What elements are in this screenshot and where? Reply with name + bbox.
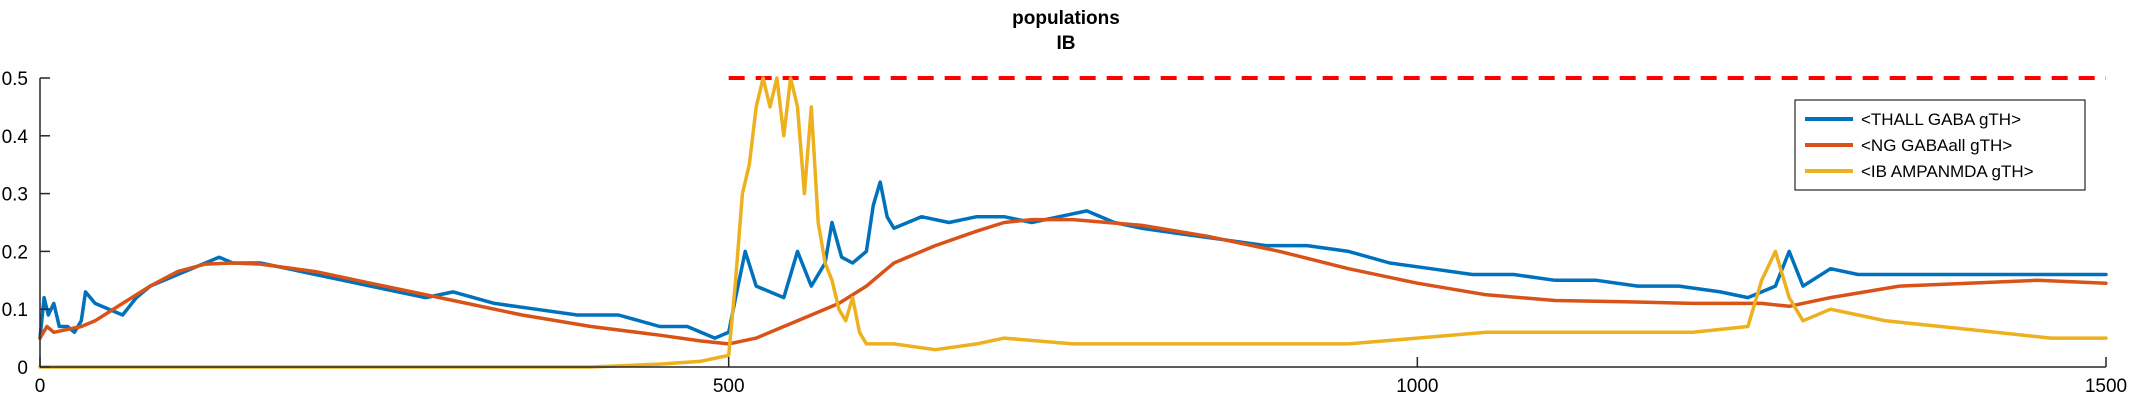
plot-area: [38, 76, 2108, 369]
chart-subtitle: IB: [1057, 33, 1076, 54]
y-tick-label: 0.3: [2, 185, 28, 206]
x-tick-label: 500: [713, 376, 745, 397]
x-tick-label: 1000: [1396, 376, 1438, 397]
legend-label-1: <THALL GABA gTH>: [1861, 110, 2021, 129]
legend: <THALL GABA gTH> <NG GABAall gTH> <IB AMPA…: [1794, 99, 2086, 191]
y-tick-label: 0: [17, 358, 28, 379]
legend-label-2: <NG GABAall gTH>: [1861, 136, 2012, 155]
legend-label-3: <IB AMPANMDA gTH>: [1861, 162, 2034, 181]
series-line-1: [38, 180, 2108, 340]
axes: 0 500 1000 1500 0 0.1 0.2 0.3 0.4 0.5: [2, 69, 2128, 397]
x-tick-label: 1500: [2085, 376, 2127, 397]
series-line-3: [38, 76, 2108, 369]
y-tick-label: 0.4: [2, 127, 29, 148]
y-tick-label: 0.5: [2, 69, 28, 90]
x-tick-label: 0: [35, 376, 46, 397]
chart-title: populations: [1012, 8, 1120, 29]
y-tick-label: 0.1: [2, 300, 28, 321]
y-tick-label: 0.2: [2, 242, 28, 263]
